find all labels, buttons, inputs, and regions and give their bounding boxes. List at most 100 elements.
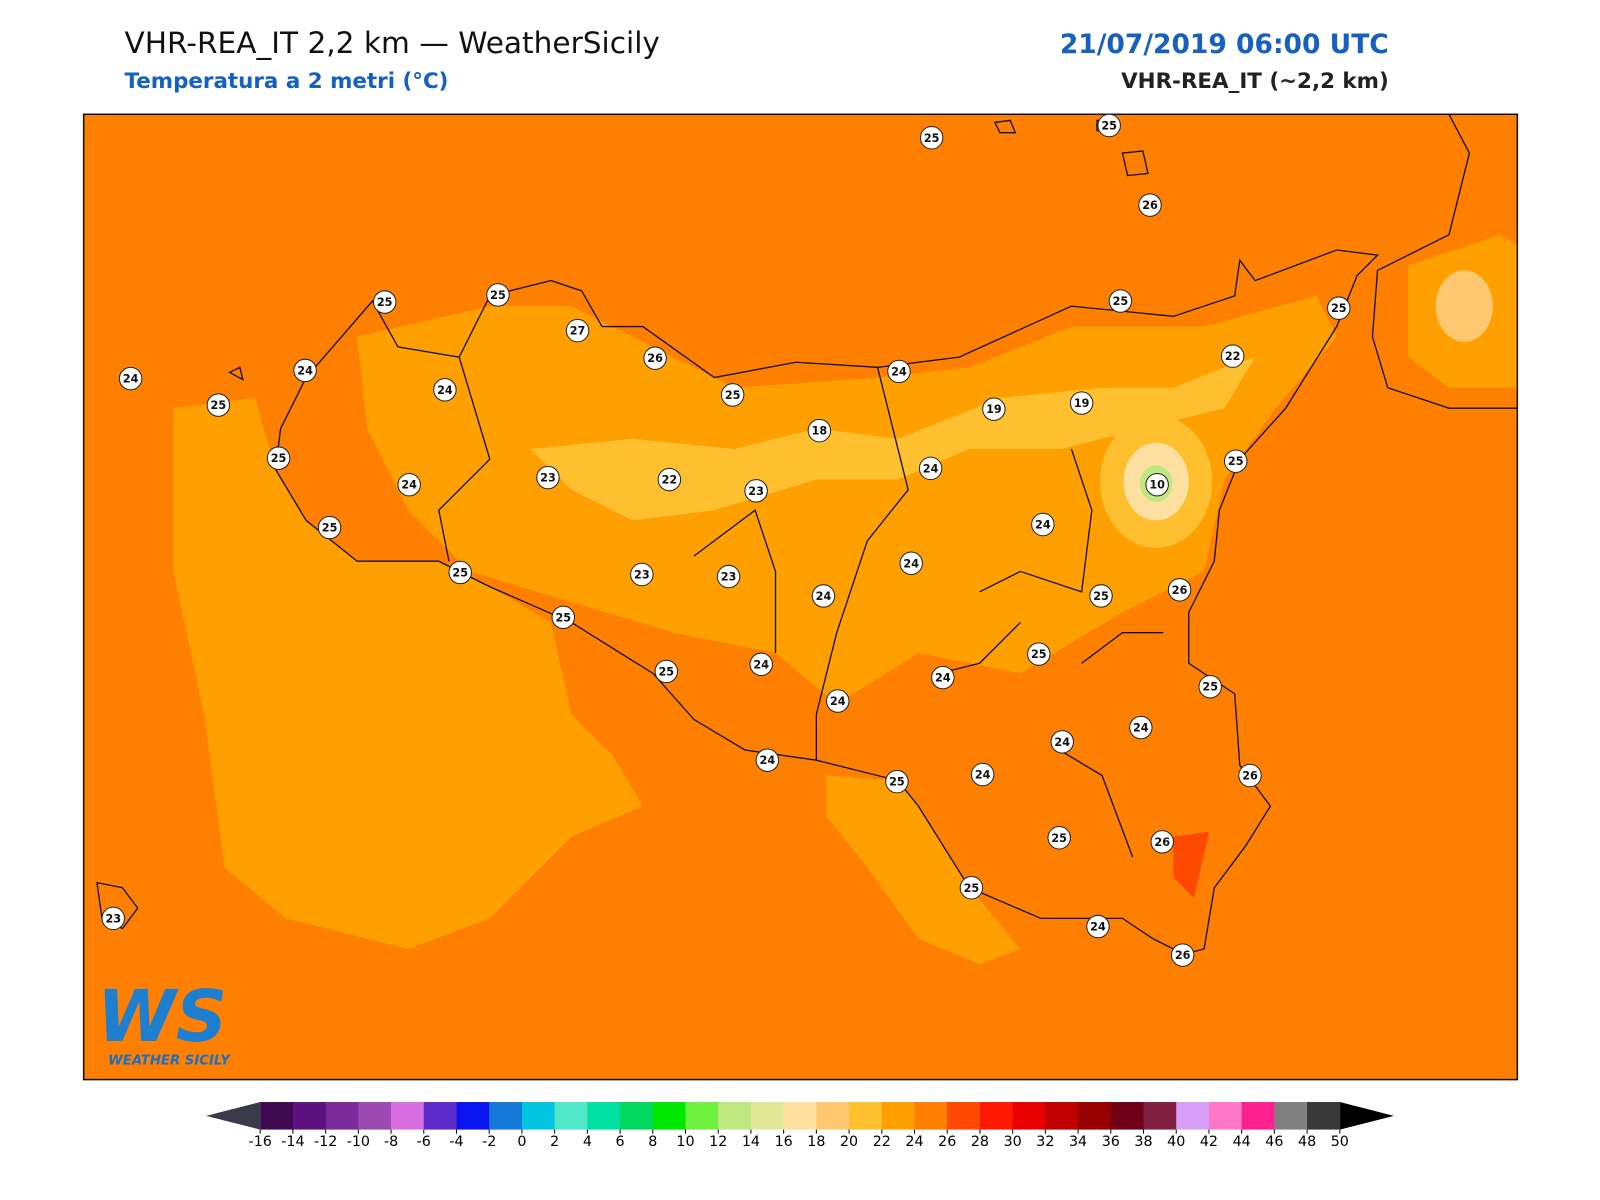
colorbar-over <box>1339 1102 1394 1130</box>
station-marker <box>266 446 291 470</box>
station-marker <box>1145 472 1169 497</box>
station-marker <box>982 397 1006 421</box>
station: 24 <box>918 456 943 481</box>
colorbar-segment <box>783 1102 817 1130</box>
colorbar-segment <box>718 1102 752 1130</box>
station-value: 26 <box>1242 770 1258 783</box>
station-value: 24 <box>816 590 832 603</box>
station: 26 <box>1238 763 1262 788</box>
station-value: 24 <box>1054 736 1070 749</box>
colorbar-segment <box>292 1102 327 1130</box>
colorbar-tick-label: 46 <box>1265 1134 1283 1150</box>
colorbar-tick-label: 16 <box>775 1134 793 1150</box>
station-value: 24 <box>935 672 951 685</box>
station-value: 23 <box>748 485 764 498</box>
colorbar-tick-label: 14 <box>742 1134 760 1150</box>
colorbar-segment <box>652 1102 687 1130</box>
colorbar-segment <box>521 1102 556 1130</box>
colorbar-segment <box>1110 1102 1145 1130</box>
station-marker <box>433 378 457 402</box>
station-value: 25 <box>1093 590 1109 603</box>
colorbar-segment <box>914 1102 948 1130</box>
map <box>83 114 1518 1080</box>
station: 25 <box>266 446 291 470</box>
station-marker <box>448 560 472 585</box>
station: 26 <box>1167 578 1192 602</box>
station-value: 25 <box>555 611 571 624</box>
station-marker <box>919 126 944 150</box>
colorbar-tick-label: 50 <box>1331 1134 1349 1150</box>
colorbar-tick-label: -8 <box>384 1134 398 1150</box>
station-value: 24 <box>891 365 907 378</box>
station-value: 25 <box>1331 302 1347 315</box>
station: 25 <box>1047 826 1071 850</box>
colorbar-segment <box>1241 1102 1275 1130</box>
colorbar-under <box>206 1102 261 1130</box>
station-value: 25 <box>1113 295 1129 308</box>
station: 24 <box>749 652 773 677</box>
station-marker <box>1031 512 1055 537</box>
colorbar-segment <box>1012 1102 1046 1130</box>
station-marker <box>1167 578 1192 602</box>
colorbar-tick-label: -12 <box>314 1134 337 1150</box>
station-marker <box>486 283 510 307</box>
stations: 25 25 26 25 25 27 26 25 25 24 24 25 24 25 24 22 19 19 18 25… <box>101 113 1351 967</box>
station: 25 <box>919 126 944 150</box>
station: 18 <box>807 418 832 443</box>
field-zone <box>1173 831 1210 898</box>
station-marker <box>657 467 682 492</box>
colorbar-tick-label: 20 <box>840 1134 858 1150</box>
station-value: 27 <box>570 325 586 338</box>
colorbar-segment <box>554 1102 588 1130</box>
station-value: 23 <box>540 472 556 485</box>
station-marker <box>755 748 780 772</box>
colorbar-tick-label: -10 <box>347 1134 370 1150</box>
colorbar-segment <box>685 1102 719 1130</box>
station-value: 24 <box>123 373 139 386</box>
station-marker <box>1198 675 1222 699</box>
station: 24 <box>755 748 780 772</box>
station-value: 25 <box>659 665 675 678</box>
station: 27 <box>565 318 590 343</box>
station-value: 23 <box>105 912 121 925</box>
colorbar-segment <box>816 1102 850 1130</box>
colorbar-tick-label: 26 <box>938 1134 956 1150</box>
station-value: 25 <box>1031 648 1047 661</box>
station: 24 <box>293 358 317 383</box>
colorbar-segment <box>391 1102 425 1130</box>
station-value: 23 <box>634 569 650 582</box>
station: 25 <box>720 383 745 407</box>
colorbar-tick-label: 18 <box>807 1134 825 1150</box>
station-value: 24 <box>297 364 313 377</box>
station: 25 <box>1108 289 1133 313</box>
station-value: 25 <box>271 452 287 465</box>
station: 25 <box>1027 642 1051 666</box>
station-value: 24 <box>975 769 991 782</box>
station: 26 <box>643 346 667 370</box>
station-marker <box>317 515 342 540</box>
station-marker <box>1069 391 1094 415</box>
colorbar-tick-label: 0 <box>517 1134 526 1150</box>
station-value: 24 <box>830 695 846 708</box>
colorbar-segment <box>1208 1102 1243 1130</box>
station: 25 <box>372 290 397 314</box>
station: 24 <box>397 472 421 497</box>
station-value: 26 <box>1175 949 1191 962</box>
colorbar-segment <box>849 1102 883 1130</box>
station: 22 <box>1220 344 1245 368</box>
station: 25 <box>1097 113 1121 138</box>
colorbar-tick-label: 22 <box>873 1134 891 1150</box>
field-zone <box>826 775 1021 965</box>
colorbar-tick-label: 32 <box>1036 1134 1054 1150</box>
station: 23 <box>744 479 768 503</box>
datetime: 21/07/2019 06:00 UTC <box>1060 29 1389 60</box>
colorbar-tick-label: -6 <box>417 1134 431 1150</box>
logo-name: WEATHER SICILY <box>108 1053 231 1068</box>
station: 25 <box>885 769 909 794</box>
station: 23 <box>101 906 125 931</box>
colorbar-tick-label: 40 <box>1167 1134 1185 1150</box>
colorbar-tick-label: 24 <box>905 1134 923 1150</box>
station-value: 25 <box>1202 681 1218 694</box>
station: 24 <box>931 665 955 690</box>
coastline <box>274 249 1379 955</box>
